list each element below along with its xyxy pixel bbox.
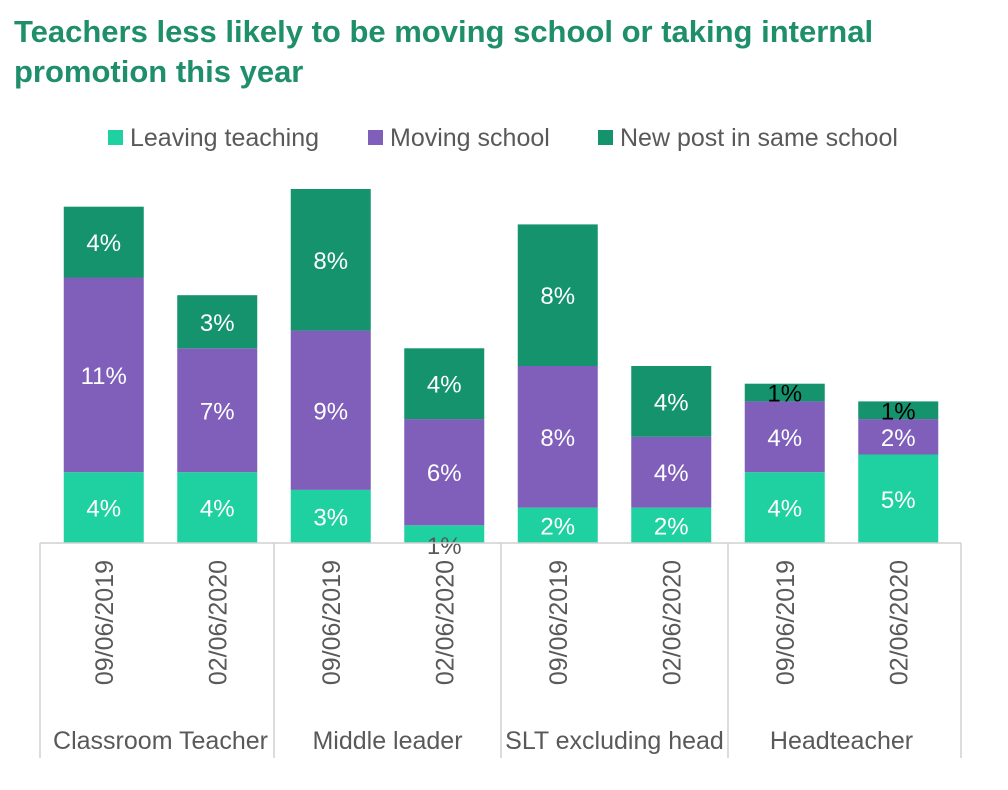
data-label: 2%	[654, 513, 689, 540]
bar-segment	[517, 366, 598, 508]
bar-segment	[290, 489, 371, 543]
data-label: 3%	[200, 310, 235, 337]
bar-segment	[290, 189, 371, 331]
data-label: 1%	[881, 398, 916, 425]
legend-swatch-2	[598, 130, 613, 145]
group-label: Headteacher	[770, 727, 913, 755]
bar-segment	[404, 348, 485, 420]
data-label: 8%	[540, 425, 575, 452]
data-label: 7%	[200, 398, 235, 425]
bar-segment	[858, 401, 939, 420]
data-label: 3%	[313, 504, 348, 531]
data-label: 4%	[86, 230, 121, 257]
x-tick-label: 02/06/2020	[204, 560, 232, 685]
legend-label-2: New post in same school	[620, 124, 898, 152]
data-label: 11%	[81, 363, 127, 390]
bar-segment	[404, 419, 485, 526]
x-tick-label: 02/06/2020	[658, 560, 686, 685]
bar-segment	[517, 224, 598, 366]
bar-segment	[631, 507, 712, 543]
x-tick-label: 02/06/2020	[431, 560, 459, 685]
bar-segment	[858, 454, 939, 543]
x-tick-label: 02/06/2020	[885, 560, 913, 685]
group-label: Middle leader	[312, 727, 462, 755]
x-tick-label: 09/06/2019	[318, 560, 346, 685]
bar-segment	[177, 472, 258, 543]
data-label: 4%	[86, 496, 121, 523]
data-label: 2%	[540, 513, 575, 540]
bar-segment	[631, 436, 712, 508]
x-tick-label: 09/06/2019	[91, 560, 119, 685]
bar-segment	[404, 525, 485, 543]
legend-label-0: Leaving teaching	[130, 124, 319, 152]
data-label: 4%	[427, 372, 462, 399]
data-label: 8%	[540, 283, 575, 310]
bar-segment	[858, 419, 939, 455]
data-label: 2%	[881, 425, 916, 452]
data-label: 4%	[654, 389, 689, 416]
bar-segment	[744, 472, 825, 543]
chart-title: Teachers less likely to be moving school…	[14, 14, 874, 89]
bar-segment	[177, 348, 258, 473]
data-label: 8%	[313, 248, 348, 275]
bar-segment	[744, 401, 825, 473]
bar-segment	[63, 277, 144, 473]
bar-segment	[517, 507, 598, 543]
data-label: 1%	[427, 533, 462, 560]
x-tick-label: 09/06/2019	[772, 560, 800, 685]
bar-segment	[631, 366, 712, 437]
data-label: 5%	[881, 487, 916, 514]
bar-segment	[177, 295, 258, 349]
data-label: 9%	[313, 398, 348, 425]
x-tick-label: 09/06/2019	[545, 560, 573, 685]
data-label: 4%	[200, 496, 235, 523]
data-label: 4%	[767, 496, 802, 523]
data-label: 1%	[767, 381, 802, 408]
data-label: 6%	[427, 460, 462, 487]
legend-swatch-1	[368, 130, 383, 145]
bar-segment	[744, 383, 825, 402]
bar-segment	[63, 206, 144, 278]
group-label: Classroom Teacher	[53, 727, 268, 755]
data-label: 4%	[767, 425, 802, 452]
legend-label-1: Moving school	[390, 124, 550, 152]
bar-segment	[63, 472, 144, 543]
legend-swatch-0	[108, 130, 123, 145]
bar-segment	[290, 330, 371, 490]
data-label: 4%	[654, 460, 689, 487]
group-label: SLT excluding head	[505, 727, 724, 755]
